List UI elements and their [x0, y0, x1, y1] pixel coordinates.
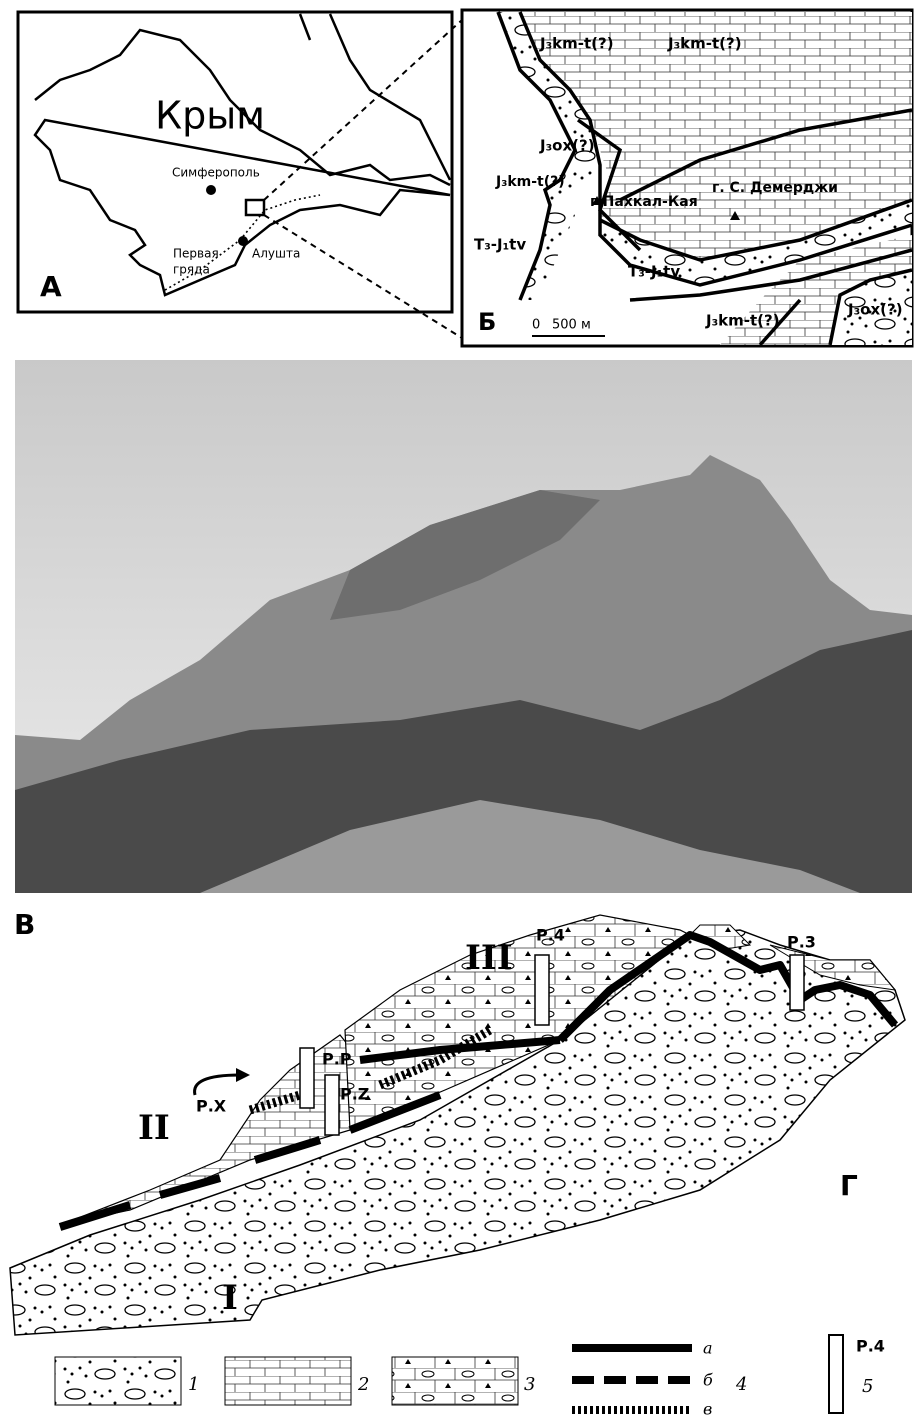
city-dot [238, 236, 248, 246]
legend-number: 3 [524, 1374, 535, 1395]
ridge-label: Первая [173, 247, 219, 261]
section-label: Р.Х [196, 1097, 227, 1116]
panel-label: А [40, 270, 62, 303]
legend-number: 1 [188, 1374, 199, 1395]
section-label: Р.Z [340, 1085, 369, 1104]
sequence-label: II [138, 1108, 170, 1148]
peak-label: г. С. Демерджи [712, 180, 838, 196]
panel-a-frame [18, 12, 452, 312]
unit-label: T₃-J₁tv [474, 236, 526, 254]
legend-sub: в [703, 1400, 712, 1417]
legend-number: 5 [862, 1376, 873, 1397]
unit-label: J₃km-t(?) [705, 312, 780, 330]
unit-label: J₃ox(?) [847, 301, 903, 319]
sequence-label: III [465, 938, 513, 978]
legend-sub: б [703, 1371, 713, 1390]
arrow [195, 1075, 240, 1095]
legend-number: 2 [357, 1374, 369, 1395]
legend-swatch [225, 1357, 351, 1405]
unit-label: J₃km-t(?) [495, 174, 565, 190]
legend-swatch [392, 1357, 518, 1405]
legend-swatch [55, 1357, 181, 1405]
unit-label: J₃km-t(?) [539, 35, 614, 53]
scale-label: 500 м [552, 318, 591, 333]
panel-label: Б [478, 308, 496, 336]
region-name: Крым [155, 94, 265, 138]
peak-label: г.Пахкал-Кая [590, 194, 698, 210]
section-label: Р.3 [787, 933, 816, 952]
section-label: Р.Р [322, 1050, 352, 1069]
ridge-label: гряда [173, 263, 210, 277]
sequence-label: I [222, 1278, 238, 1318]
panel-label: В [14, 908, 35, 941]
city-dot [206, 185, 216, 195]
figure: Крым Симферополь Алушта Первая гряда А J… [0, 0, 914, 1417]
scale-label: 0 [532, 318, 540, 333]
arrow-head [236, 1068, 250, 1082]
legend-number: 4 [735, 1374, 747, 1395]
legend-sub: а [703, 1339, 713, 1358]
city-label: Алушта [252, 247, 300, 261]
unit-label: J₃km-t(?) [667, 35, 742, 53]
city-label: Симферополь [172, 166, 260, 180]
legend-section [829, 1335, 843, 1413]
section-label: Р.4 [536, 926, 565, 945]
unit-label: T₃-J₁tv [628, 263, 680, 281]
unit-label: J₃ox(?) [539, 137, 595, 155]
panel-label: Г [840, 1169, 858, 1202]
legend-section-label: Р.4 [856, 1337, 885, 1356]
